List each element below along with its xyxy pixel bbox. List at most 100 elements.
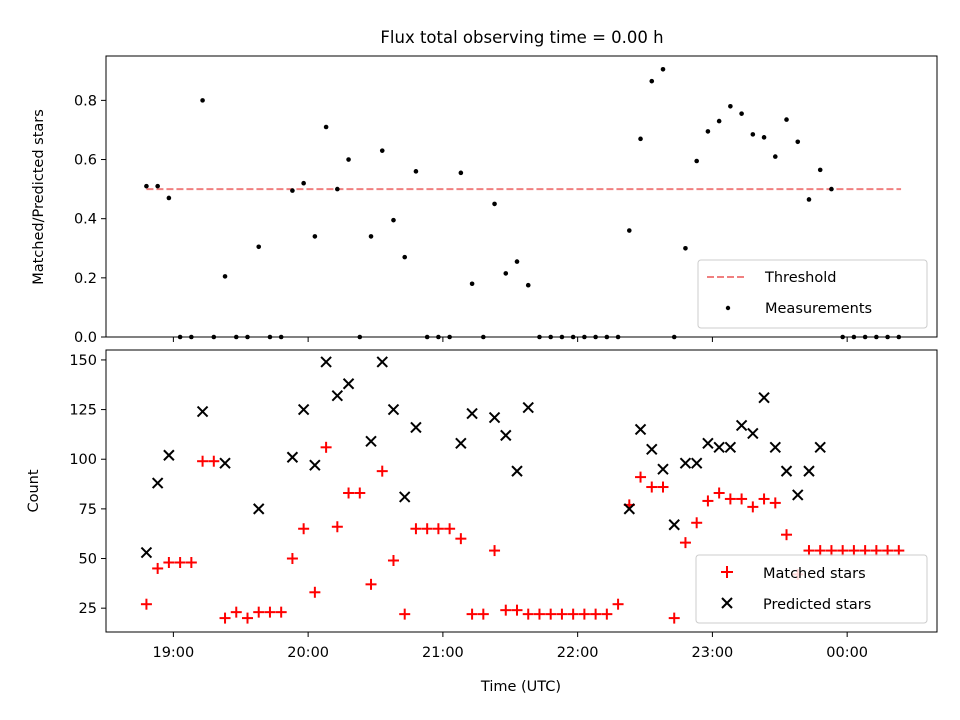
measurement-point [323,124,329,130]
top-x-axis [172,337,848,342]
matched-star-point [522,608,534,620]
predicted-star-point [309,459,321,471]
predicted-star-point [196,405,209,418]
predicted-star-point [387,403,400,416]
legend-measurements-label: Measurements [765,301,872,317]
predicted-star-point [634,423,647,436]
matched-star-point [455,533,467,545]
top-y-axis-label: Matched/Predicted stars [31,109,47,285]
measurement-point [458,170,464,176]
matched-star-point [399,608,411,620]
predicted-star-point [399,491,411,503]
predicted-star-point [724,441,737,454]
measurement-point [391,217,396,223]
legend-matched-swatch [721,566,733,578]
matched-star-point [387,555,399,567]
bottom-legend-box [695,554,928,624]
predicted-star-point [735,419,748,432]
predicted-star-point [163,449,175,461]
matched-star-point [533,608,545,620]
bottom-legend: Matched stars Predicted stars [695,554,928,624]
bottom-y-tick-label: 125 [69,403,97,419]
measurement-point [649,78,655,84]
matched-star-point [197,455,209,467]
matched-star-point [320,441,332,453]
predicted-star-point [500,429,512,442]
predicted-star-point [331,389,344,402]
matched-star-point [882,545,894,557]
matched-star-point [556,608,568,620]
matched-star-point [444,523,456,535]
predicted-star-point [814,441,826,454]
measurement-point [301,180,306,186]
predicted-star-point [320,356,332,368]
matched-star-point [152,562,164,574]
measurement-point [817,167,823,173]
measurement-point [829,186,834,192]
measurement-point [290,188,295,193]
matched-star-point [635,471,647,483]
matched-star-point [545,608,557,620]
measurement-point [346,157,351,162]
matched-star-point [432,523,444,535]
predicted-star-point [690,457,703,469]
measurement-point [469,281,475,287]
predicted-star-point [376,356,388,368]
top-y-tick-label: 0.2 [74,271,97,287]
measurement-point [166,195,172,201]
measurement-point [638,136,643,142]
matched-star-point [590,608,602,620]
matched-star-point [758,493,770,505]
measurement-point [683,245,688,251]
predicted-star-point [286,451,299,463]
measurement-point [705,129,711,134]
matched-star-point [769,497,781,509]
predicted-star-point [253,503,265,515]
measurement-point [335,186,340,192]
predicted-star-point [769,441,781,454]
bottom-plot-frame [105,349,938,633]
matched-star-point [837,545,849,557]
matched-star-point [893,545,905,557]
measurement-point [716,118,722,124]
bottom-y-tick-label: 100 [69,452,97,468]
matched-star-point [578,608,590,620]
matched-star-point [747,501,759,513]
matched-star-point [365,578,377,590]
bottom-y-axis-label: Count [26,469,42,512]
matched-star-point [286,553,298,565]
measurement-point [368,234,374,239]
matched-star-point [185,556,197,568]
matched-star-point [500,604,512,616]
predicted-star-point [702,437,714,450]
predicted-star-point [713,441,725,454]
x-axis-label: Time (UTC) [480,679,561,695]
legend-predicted-swatch [721,597,733,609]
predicted-star-point [623,503,636,515]
measurement-point [144,183,149,189]
measurement-point [761,135,767,140]
measurement-point [503,271,509,276]
matched-star-point [601,608,613,620]
bottom-y-tick-label: 75 [79,502,97,518]
legend-matched-label: Matched stars [763,566,866,582]
predicted-star-point [219,457,231,469]
predicted-star-point [646,443,658,456]
legend-threshold-label: Threshold [764,270,836,286]
matched-star-point [208,455,220,467]
legend-predicted-label: Predicted stars [763,597,871,613]
bottom-y-axis: 25 50 75 100 125 150 [69,353,106,617]
matched-star-point [713,487,725,499]
predicted-star-point [297,403,310,416]
measurement-point [312,234,318,239]
top-y-tick-label: 0.0 [74,330,97,346]
measurement-point [514,259,520,264]
top-legend-box [697,259,928,329]
measurement-point [772,154,778,159]
matched-star-point [477,608,489,620]
predicted-star-point [758,391,770,404]
matched-star-point [421,523,433,535]
predicted-star-point [522,401,534,414]
matched-star-point [724,493,736,505]
bottom-y-tick-label: 50 [79,552,97,568]
